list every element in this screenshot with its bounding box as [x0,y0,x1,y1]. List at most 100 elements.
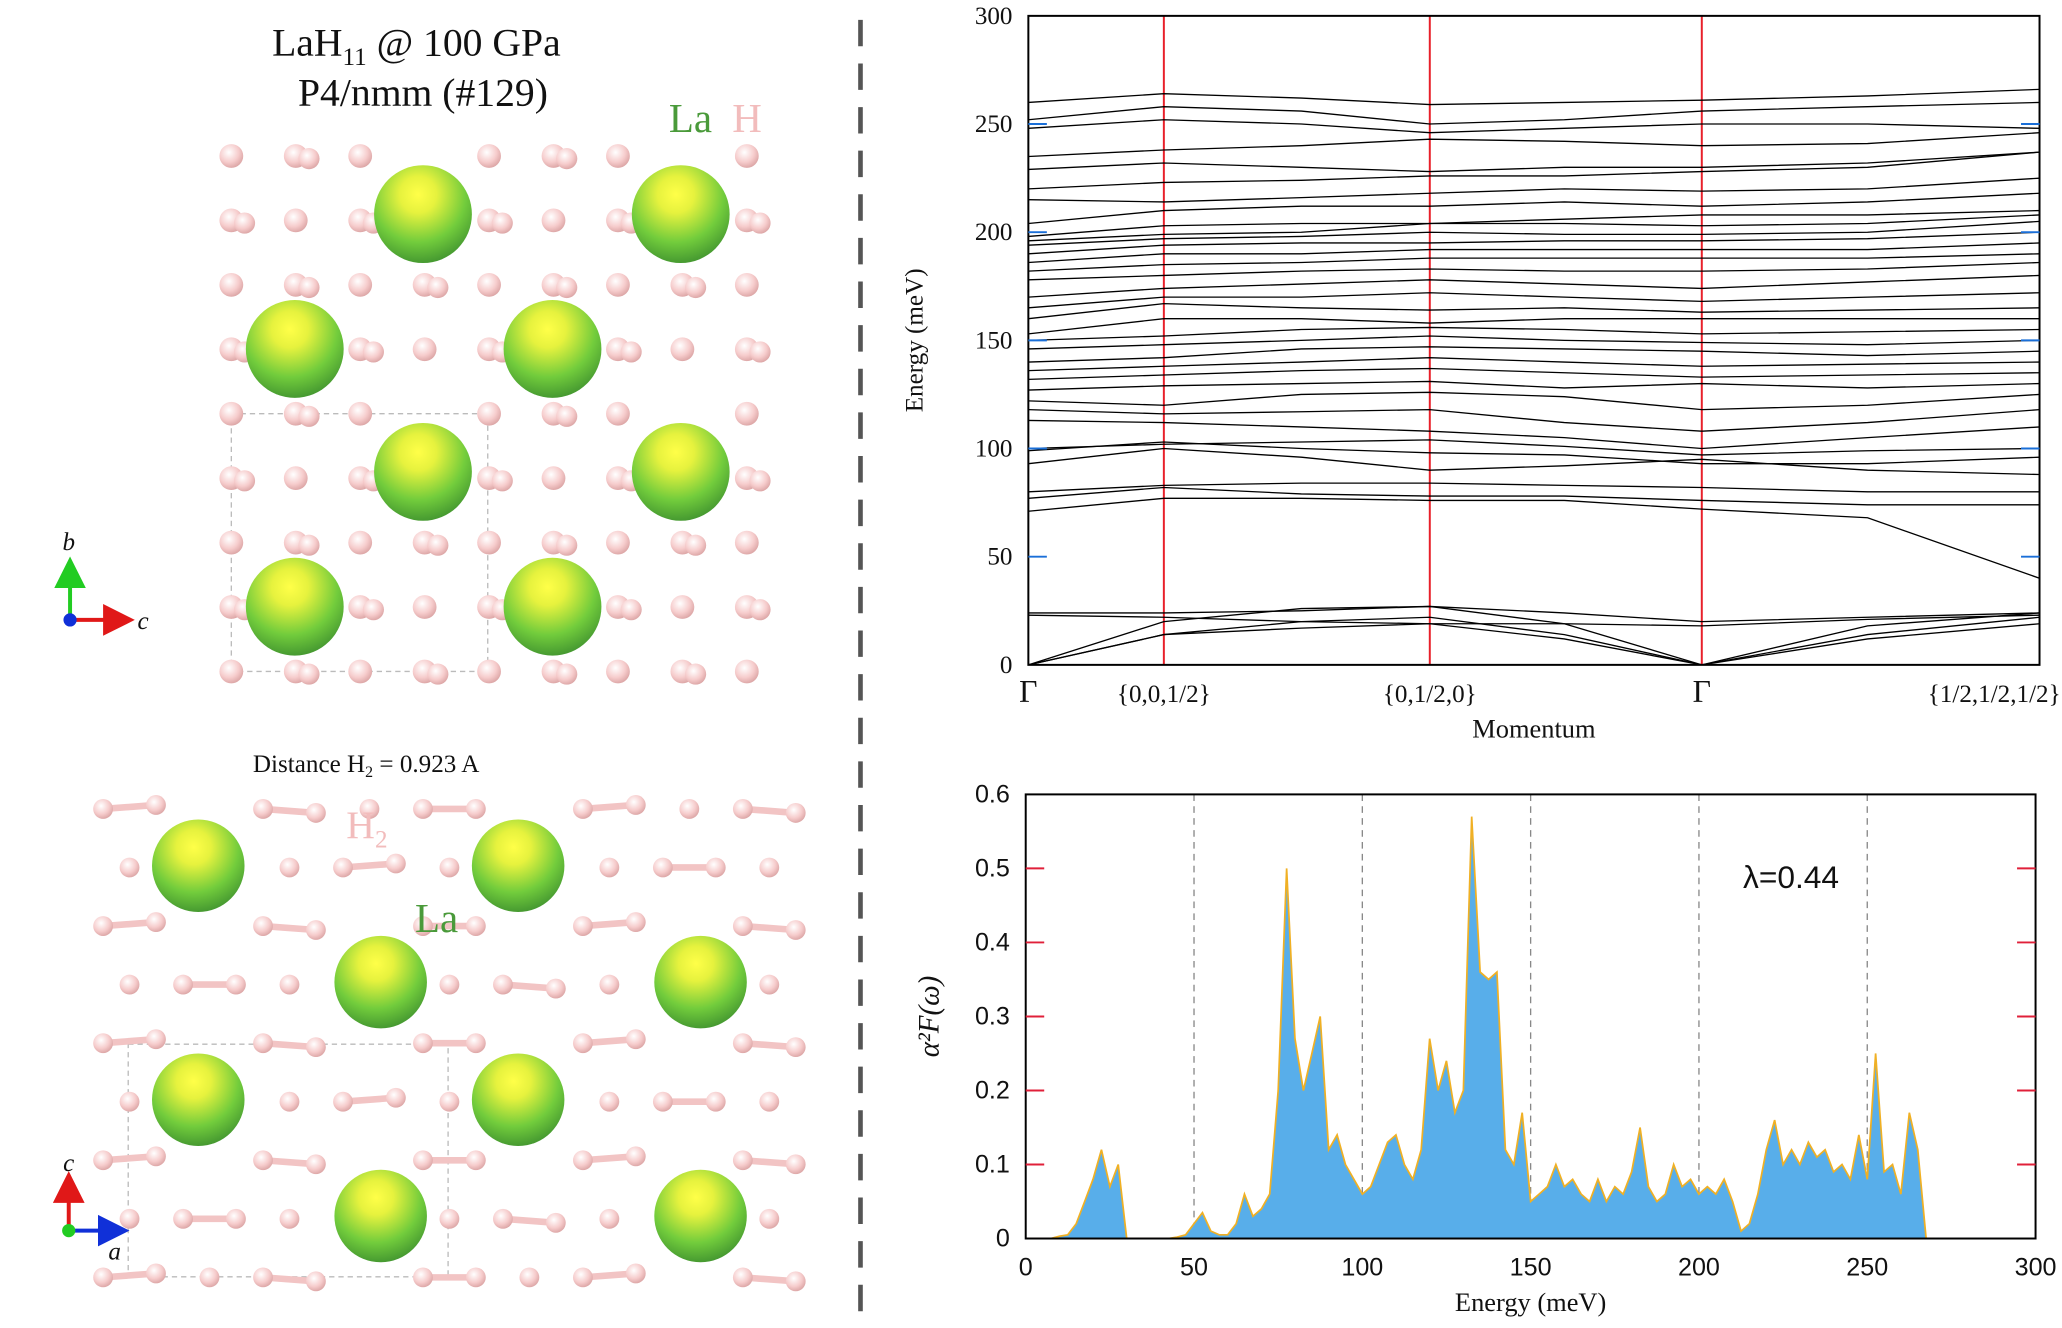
label-la: La [415,895,458,941]
band-line [1028,274,2040,298]
h-atom [298,276,320,299]
h-atom [606,659,630,684]
h-atom [620,341,642,363]
y-tick-label: 250 [975,111,1013,138]
h-atom [439,857,460,878]
h-atom [785,920,806,940]
h-atom [219,401,244,426]
h-atom [233,470,256,492]
y-axis-label: α²F(ω) [913,976,945,1058]
space-group: P4/nmm (#129) [298,71,548,115]
h-atom [477,272,501,297]
y-tick-label: 0.4 [975,928,1010,956]
la-atom [631,165,730,264]
y-tick-label: 0 [996,1224,1010,1252]
h-atom [279,1208,300,1229]
la-atom [503,300,602,398]
h-atom [298,405,320,427]
axis-label: b [62,529,75,556]
h-atom [734,530,759,555]
x-tick-label: {1/2,1/2,1/2} [1928,681,2061,708]
y-axis-label: Energy (meV) [902,268,929,412]
h-atom [465,799,486,819]
band-line [1028,253,2040,272]
structure-top [219,144,771,685]
y-tick-label: 50 [987,544,1012,571]
h-atom [119,857,140,878]
y-tick-label: 150 [975,327,1013,354]
h-atom [652,857,673,878]
h-atom [705,1091,726,1112]
label-h2: H2 [346,803,387,853]
h-atom [541,466,566,491]
h-atom [146,795,166,815]
h-atom [477,530,501,555]
y-tick-label: 0.5 [975,854,1010,882]
h-atom [348,401,373,426]
h-atom [670,595,695,619]
band-line [1028,605,2040,666]
h-atom [348,272,373,297]
la-atom [334,1169,427,1263]
y-tick-label: 300 [975,3,1013,30]
band-line [1028,447,2040,476]
h-atom [599,1091,620,1112]
band-line [1028,486,2040,506]
y-tick-label: 100 [975,435,1013,462]
h-atom [556,534,578,556]
h-atom [279,1091,300,1112]
h-atom [427,534,449,556]
h-atom [93,1033,114,1054]
h-atom [146,1146,166,1167]
h-atom [348,144,373,168]
band-line [1028,302,2040,320]
h-atom [734,272,759,297]
h-atom [119,1208,140,1229]
chart: 0 0.1 0.2 0.3 0.4 0.5 0.6 0 50 100 150 200 250 300 Ene… [913,780,2056,1317]
la-atom [334,935,427,1029]
h-atom [385,853,406,874]
h-atom [759,1208,780,1229]
annotation: λ=0.44 [1743,859,1839,895]
h-atom [620,599,642,621]
h-atom [219,530,244,555]
h-atom [93,1267,114,1288]
h-atom [732,799,753,819]
h-atom [465,916,486,936]
h-atom [93,916,114,936]
h-atom [146,912,166,932]
axis-label: c [63,1150,74,1177]
h-atom [219,144,244,168]
band-line [1028,391,2040,411]
band-line [1028,346,2040,363]
h-atom [734,401,759,426]
h-atom [556,405,578,427]
band-line [1028,441,2040,465]
h-atom [253,916,273,936]
plot-frame [1027,14,2041,666]
h-atom [465,1033,486,1054]
h-atom [439,1208,460,1229]
band-line [1028,419,2040,450]
y-tick-label: 0 [1000,652,1013,679]
h-atom [759,857,780,878]
x-tick-label: Γ [1693,674,1711,709]
h-atom [705,857,726,878]
h-atom [477,401,501,426]
h-atom [749,470,771,492]
x-tick-label: 100 [1341,1254,1383,1282]
band-line [1028,242,2040,264]
h-atom [785,802,806,823]
h-atom [93,1150,114,1171]
y-tick-label: 0.6 [975,780,1010,808]
h-atom [233,212,256,234]
h-atom [606,530,630,555]
h-atom [359,799,380,819]
band-line [1028,88,2040,106]
band-line [1028,623,2040,666]
h-atom [606,401,630,426]
h-atom [279,857,300,878]
band-line [1028,214,2040,242]
h-atom [219,272,244,297]
